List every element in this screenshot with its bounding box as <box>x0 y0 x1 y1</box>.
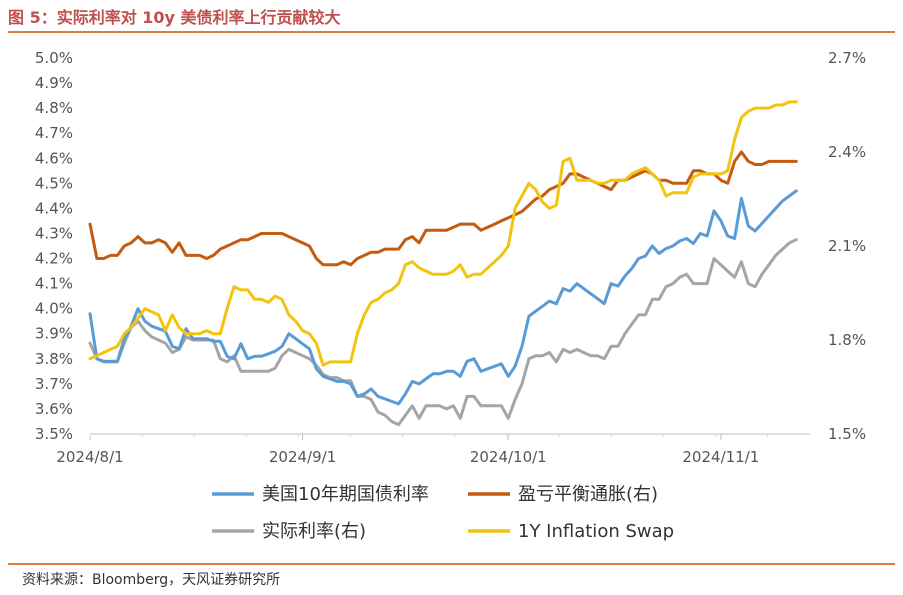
left-tick-label: 3.6% <box>35 400 73 418</box>
x-tick-label: 2024/10/1 <box>470 448 547 466</box>
left-tick-label: 4.9% <box>35 74 73 92</box>
title-rule <box>8 31 895 33</box>
legend-label-1: 盈亏平衡通胀(右) <box>518 484 658 505</box>
left-tick-label: 4.1% <box>35 275 73 293</box>
left-tick-label: 4.7% <box>35 124 73 142</box>
right-tick-label: 2.7% <box>828 49 866 67</box>
source-note: 资料来源：Bloomberg，天风证券研究所 <box>22 572 281 588</box>
x-tick-label: 2024/8/1 <box>56 448 123 466</box>
legend-label-2: 实际利率(右) <box>262 521 366 542</box>
right-tick-label: 2.4% <box>828 143 866 161</box>
right-tick-label: 2.1% <box>828 237 866 255</box>
left-tick-label: 4.5% <box>35 174 73 192</box>
x-tick-label: 2024/11/1 <box>682 448 759 466</box>
left-tick-label: 4.6% <box>35 149 73 167</box>
left-tick-label: 5.0% <box>35 49 73 67</box>
series-line-1 <box>88 150 798 267</box>
series-lines-group <box>88 100 798 427</box>
legend-group: 美国10年期国债利率 盈亏平衡通胀(右) 实际利率(右) 1Y Inflation S… <box>212 484 674 542</box>
left-tick-label: 4.3% <box>35 224 73 242</box>
left-tick-label: 4.4% <box>35 199 73 217</box>
legend-label-3: 1Y Inflation Swap <box>518 521 674 542</box>
left-tick-label: 4.8% <box>35 99 73 117</box>
left-tick-label: 3.5% <box>35 425 73 443</box>
right-tick-label: 1.5% <box>828 425 866 443</box>
left-tick-label: 3.7% <box>35 375 73 393</box>
series-line-2 <box>88 238 798 427</box>
right-tick-label: 1.8% <box>828 331 866 349</box>
x-tick-label: 2024/9/1 <box>269 448 336 466</box>
source-rule <box>8 563 895 565</box>
chart-title: 图 5：实际利率对 10y 美债利率上行贡献较大 <box>8 8 341 27</box>
series-line-0 <box>88 189 798 406</box>
axes-group: 5.0% 4.9% 4.8% 4.7% 4.6% 4.5% 4.4% 4.3% 4.2% 4.1%… <box>35 49 866 466</box>
left-tick-label: 3.8% <box>35 350 73 368</box>
legend-label-0: 美国10年期国债利率 <box>262 484 429 505</box>
series-line-3 <box>88 100 798 367</box>
left-tick-label: 4.0% <box>35 300 73 318</box>
left-tick-label: 4.2% <box>35 250 73 268</box>
left-tick-label: 3.9% <box>35 325 73 343</box>
